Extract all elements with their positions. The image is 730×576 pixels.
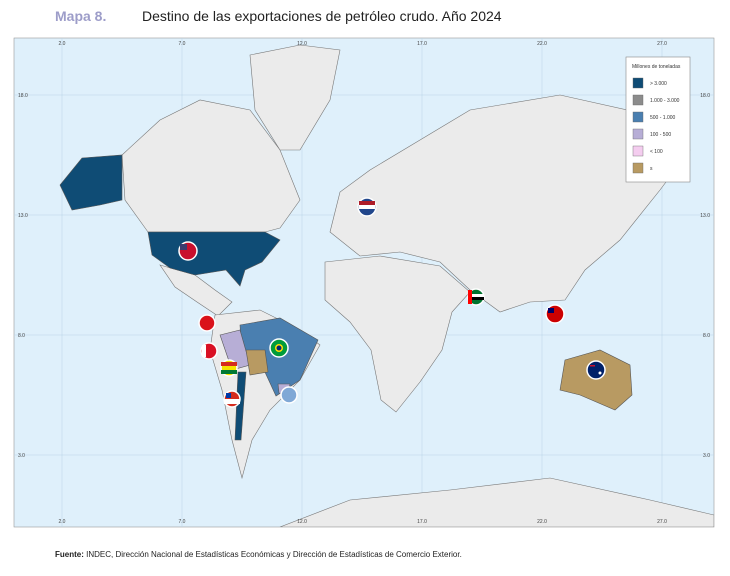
map-number: Mapa 8.: [55, 8, 106, 24]
latitude-label: 3.0: [18, 453, 25, 459]
longitude-label: 22.0: [537, 519, 547, 525]
longitude-label: 12.0: [297, 519, 307, 525]
legend-label: 1.000 - 3.000: [650, 98, 680, 104]
longitude-label: 2.0: [59, 519, 66, 525]
legend-swatch: [632, 94, 644, 106]
greenland: [249, 44, 341, 151]
longitude-label: 17.0: [417, 41, 427, 47]
australia: [559, 349, 633, 411]
land-masses: [59, 44, 714, 527]
legend-swatch: [632, 128, 644, 140]
legend-label: 100 - 500: [650, 132, 671, 138]
latitude-label: 13.0: [18, 213, 28, 219]
flag-panama: [198, 314, 216, 332]
longitude-label: 7.0: [179, 41, 186, 47]
eurasia: [329, 94, 691, 313]
latitude-label: 18.0: [18, 93, 28, 99]
legend-label: < 100: [650, 149, 663, 155]
latitude-label: 3.0: [703, 453, 710, 459]
antarctica: [279, 477, 714, 527]
longitude-label: 7.0: [179, 519, 186, 525]
map-title: Destino de las exportaciones de petróleo…: [142, 8, 502, 24]
latitude-label: 8.0: [703, 333, 710, 339]
longitude-label: 27.0: [657, 41, 667, 47]
flag-details: [180, 201, 602, 404]
legend-swatch: [632, 77, 644, 89]
legend-swatch: [632, 145, 644, 157]
longitude-label: 2.0: [59, 41, 66, 47]
bolivia: [245, 349, 269, 376]
source-note: Fuente: INDEC, Dirección Nacional de Est…: [55, 550, 462, 559]
latitude-label: 18.0: [700, 93, 710, 99]
legend-swatch: [632, 111, 644, 123]
legend-label: > 3.000: [650, 81, 667, 87]
legend: Millones de toneladas > 3.000 1.000 - 3.0…: [625, 56, 691, 183]
legend-label: s: [650, 166, 653, 172]
longitude-label: 12.0: [297, 41, 307, 47]
flag-australia: [586, 360, 606, 380]
source-text: INDEC, Dirección Nacional de Estadística…: [84, 550, 462, 559]
africa: [324, 255, 471, 413]
legend-label: 500 - 1.000: [650, 115, 676, 121]
longitude-label: 22.0: [537, 41, 547, 47]
longitude-label: 27.0: [657, 519, 667, 525]
north-america: [121, 99, 301, 233]
flag-uruguay: [280, 386, 298, 404]
latitude-label: 8.0: [18, 333, 25, 339]
alaska: [59, 154, 123, 211]
legend-title: Millones de toneladas: [632, 64, 681, 70]
chile: [234, 371, 247, 441]
longitude-label: 17.0: [417, 519, 427, 525]
central-america: [159, 264, 233, 317]
latitude-label: 13.0: [700, 213, 710, 219]
source-label: Fuente:: [55, 550, 84, 559]
flag-malaysia: [545, 304, 565, 324]
legend-swatch: [632, 162, 644, 174]
